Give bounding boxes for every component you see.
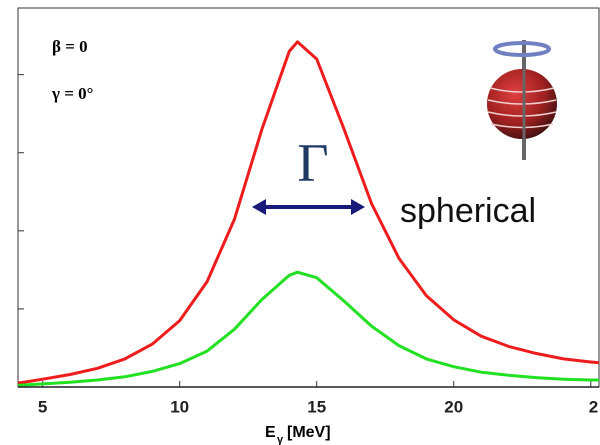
x-tick-label: 20 [444,397,463,416]
x-axis-title-main: E [265,424,276,441]
series-line [17,40,600,385]
gamma-label: γ = 0° [51,84,93,103]
width-arrow [252,199,365,215]
x-axis-title: E γ [MeV] [265,424,331,445]
x-axis-title-unit: [MeV] [287,424,331,441]
x-tick-label: 2 [589,397,598,416]
width-symbol: Γ [297,132,328,192]
x-tick-label: 15 [307,397,326,416]
sphere-icon [487,40,557,160]
beta-label: β = 0 [52,37,88,56]
series-line [17,270,599,387]
x-axis-title-sub: γ [277,434,284,445]
x-tick-label: 10 [170,397,189,416]
x-tick-label: 5 [38,397,47,416]
shape-label: spherical [400,192,536,230]
